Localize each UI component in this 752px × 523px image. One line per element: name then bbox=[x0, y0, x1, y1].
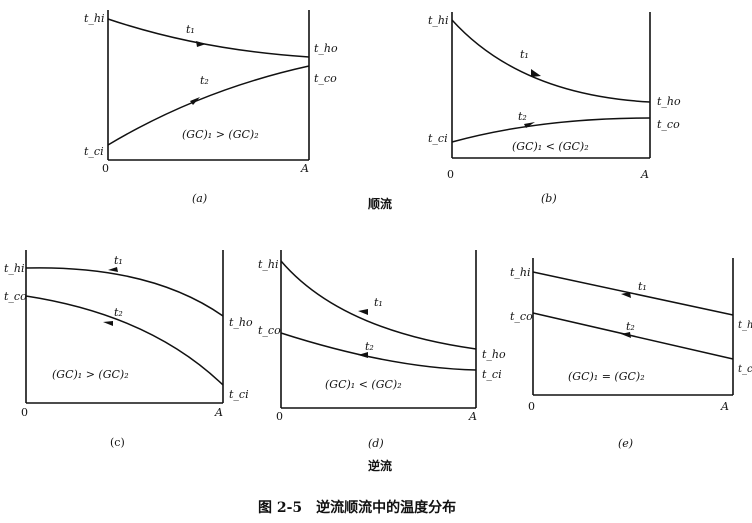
origin-label: 0 bbox=[276, 410, 283, 423]
end-label: A bbox=[214, 406, 223, 419]
figure-title: 图 2-5 逆流顺流中的温度分布 bbox=[258, 499, 456, 516]
hot-fluid-curve bbox=[107, 18, 310, 58]
panel-c: t₁ t₂ t_hi t_co t_ho t_ci (GC)₁ > (GC)₂ … bbox=[4, 250, 253, 449]
end-label: A bbox=[468, 410, 477, 423]
flow-arrow bbox=[358, 352, 368, 358]
group-label-parallel: 顺流 bbox=[368, 196, 392, 211]
end-label: A bbox=[720, 400, 729, 413]
tci-label: t_ci bbox=[229, 388, 249, 401]
tco-label: t_co bbox=[510, 310, 533, 323]
origin-label: 0 bbox=[447, 168, 454, 181]
cold-fluid-curve bbox=[451, 117, 651, 143]
t2-label: t₂ bbox=[200, 74, 209, 87]
hot-fluid-curve bbox=[451, 19, 651, 103]
tho-label: t_ho bbox=[229, 316, 253, 329]
flow-arrow bbox=[531, 69, 541, 77]
hot-fluid-curve bbox=[25, 267, 224, 317]
flow-arrow bbox=[103, 321, 113, 326]
thi-label: t_hi bbox=[258, 258, 279, 271]
t2-label: t₂ bbox=[626, 320, 635, 333]
t1-label: t₁ bbox=[638, 280, 647, 293]
tco-label: t_co bbox=[657, 118, 680, 131]
t1-label: t₁ bbox=[186, 23, 195, 36]
t2-label: t₂ bbox=[114, 306, 123, 319]
thi-label: t_hi bbox=[4, 262, 25, 275]
tco-label: t_co bbox=[314, 72, 337, 85]
relation-label: (GC)₁ < (GC)₂ bbox=[512, 140, 589, 153]
tco-label: t_co bbox=[4, 290, 27, 303]
flow-arrow bbox=[196, 41, 206, 47]
relation-label: (GC)₁ > (GC)₂ bbox=[52, 368, 129, 381]
tho-label: t_ho bbox=[314, 42, 338, 55]
panel-caption: (a) bbox=[192, 192, 207, 205]
flow-arrow bbox=[621, 292, 631, 298]
t1-label: t₁ bbox=[374, 296, 383, 309]
relation-label: (GC)₁ < (GC)₂ bbox=[325, 378, 402, 391]
panel-caption: (b) bbox=[541, 192, 557, 205]
hot-fluid-curve bbox=[280, 260, 477, 350]
thi-label: t_hi bbox=[428, 14, 449, 27]
origin-label: 0 bbox=[21, 406, 28, 419]
tci-label: t_ci bbox=[738, 364, 752, 375]
tho-label: t_ho bbox=[482, 348, 506, 361]
origin-label: 0 bbox=[102, 162, 109, 175]
tci-label: t_ci bbox=[84, 145, 104, 158]
thi-label: t_hi bbox=[510, 266, 531, 279]
t1-label: t₁ bbox=[114, 254, 123, 267]
origin-label: 0 bbox=[528, 400, 535, 413]
flow-arrow bbox=[108, 267, 118, 272]
panel-b: t₁ t₂ t_hi t_ci t_ho t_co (GC)₁ < (GC)₂ … bbox=[428, 12, 681, 205]
panel-d: t₁ t₂ t_hi t_co t_ho t_ci (GC)₁ < (GC)₂ … bbox=[258, 250, 506, 450]
relation-label: (GC)₁ > (GC)₂ bbox=[182, 128, 259, 141]
t1-label: t₁ bbox=[520, 48, 529, 61]
flow-arrow bbox=[358, 309, 368, 315]
relation-label: (GC)₁ = (GC)₂ bbox=[568, 370, 645, 383]
cold-fluid-curve bbox=[107, 65, 310, 146]
tco-label: t_co bbox=[258, 324, 281, 337]
end-label: A bbox=[640, 168, 649, 181]
cold-fluid-curve bbox=[25, 295, 224, 386]
thi-label: t_hi bbox=[84, 12, 105, 25]
panel-caption: (e) bbox=[618, 437, 633, 450]
hot-fluid-curve bbox=[532, 271, 734, 316]
panel-caption: (c) bbox=[110, 436, 125, 449]
end-label: A bbox=[300, 162, 309, 175]
tho-label: t_ho bbox=[657, 95, 681, 108]
tci-label: t_ci bbox=[482, 368, 502, 381]
flow-arrow bbox=[190, 97, 200, 105]
tho-label: t_ho bbox=[738, 320, 752, 331]
flow-arrow bbox=[524, 122, 535, 128]
tci-label: t_ci bbox=[428, 132, 448, 145]
panel-caption: (d) bbox=[368, 437, 384, 450]
cold-fluid-curve bbox=[532, 312, 734, 360]
t2-label: t₂ bbox=[518, 110, 527, 123]
cold-fluid-curve bbox=[280, 332, 477, 371]
group-label-counter: 逆流 bbox=[368, 458, 392, 473]
t2-label: t₂ bbox=[365, 340, 374, 353]
panel-e: t₁ t₂ t_hi t_co t_ho t_ci (GC)₁ = (GC)₂ … bbox=[510, 258, 752, 450]
panel-a: t₁ t₂ t_hi t_ci t_ho t_co (GC)₁ > (GC)₂ … bbox=[84, 10, 338, 205]
flow-arrow bbox=[621, 332, 631, 338]
